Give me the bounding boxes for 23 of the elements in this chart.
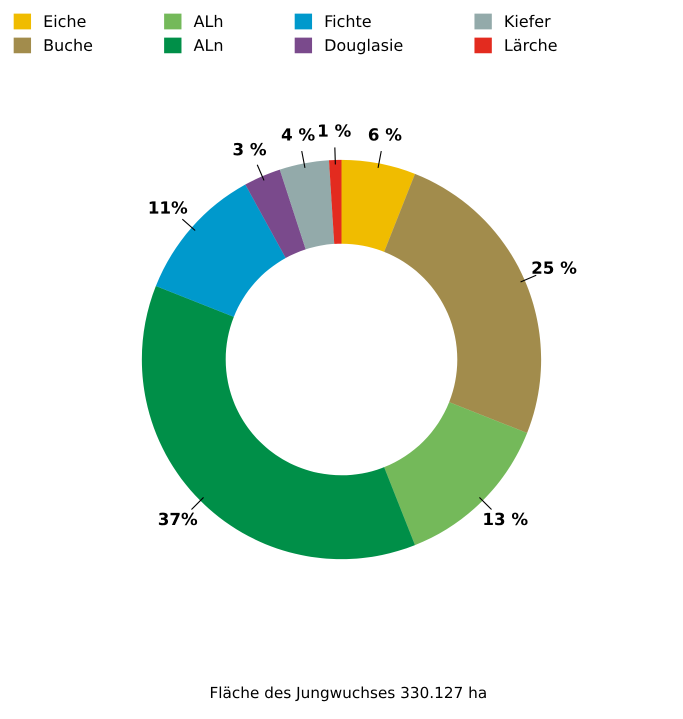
legend-label: Lärche <box>505 38 557 52</box>
data-label: 13 % <box>484 512 528 526</box>
donut-slice <box>342 160 415 252</box>
donut-slice <box>384 402 528 546</box>
legend-label: ALh <box>194 14 222 27</box>
donut-slice <box>245 170 306 258</box>
legend-label: Douglasie <box>326 38 402 54</box>
data-label: 37% <box>158 512 198 526</box>
donut-slice <box>328 160 342 244</box>
data-label: 25 % <box>532 261 576 274</box>
data-label: 6 % <box>368 128 402 141</box>
legend-label: Kiefer <box>505 14 551 28</box>
data-label: 11% <box>150 201 188 214</box>
data-label: 4 % <box>282 128 315 141</box>
data-label: 3 % <box>234 142 266 156</box>
legend-label: Buche <box>44 38 92 52</box>
legend-label: Eiche <box>44 14 86 28</box>
text: Fläche des Jungwuchses 330.127 ha <box>210 686 486 702</box>
data-label: 1 % <box>319 124 351 137</box>
donut-slice <box>142 286 415 560</box>
legend-label: Fichte <box>326 14 371 28</box>
legend-label: ALn <box>194 39 222 51</box>
donut-slice <box>280 160 334 250</box>
